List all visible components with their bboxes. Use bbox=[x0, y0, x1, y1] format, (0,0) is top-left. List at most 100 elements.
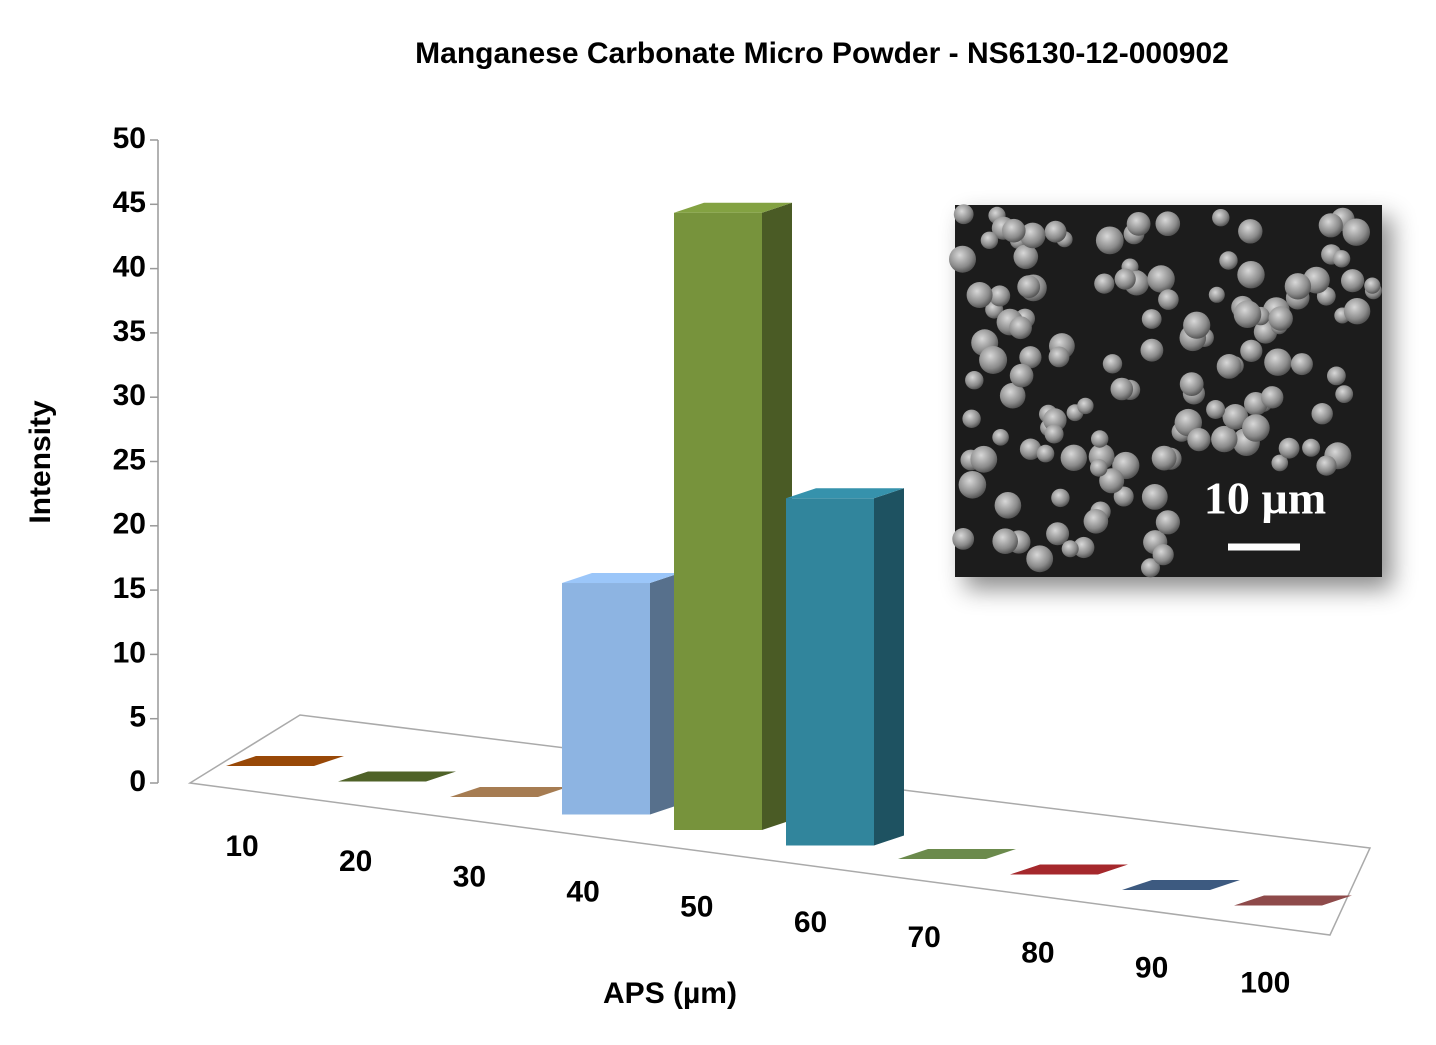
particle bbox=[1141, 309, 1162, 329]
particle bbox=[989, 285, 1011, 307]
particle bbox=[949, 245, 976, 273]
particle bbox=[994, 492, 1022, 519]
particle bbox=[1044, 220, 1067, 243]
particle bbox=[979, 346, 1008, 374]
particle bbox=[1206, 400, 1226, 419]
bar-flat bbox=[226, 756, 344, 766]
x-tick-label: 60 bbox=[794, 906, 827, 939]
particle bbox=[1290, 353, 1313, 376]
particle bbox=[1335, 385, 1354, 403]
particle bbox=[1036, 444, 1055, 463]
particle bbox=[1147, 265, 1175, 293]
x-tick-label: 10 bbox=[225, 830, 258, 863]
particle bbox=[1019, 438, 1042, 460]
x-tick-label: 80 bbox=[1021, 936, 1054, 969]
particle bbox=[1183, 311, 1211, 339]
bar-flat bbox=[450, 787, 568, 797]
x-tick-label: 30 bbox=[453, 860, 486, 893]
particle bbox=[1019, 222, 1046, 249]
particle bbox=[1095, 226, 1124, 255]
particle bbox=[1219, 251, 1238, 270]
bar-front bbox=[674, 212, 762, 831]
particle bbox=[1152, 544, 1174, 566]
bar-side bbox=[874, 488, 904, 846]
particle bbox=[1278, 437, 1300, 459]
bar-flat bbox=[1010, 864, 1128, 875]
particle bbox=[1048, 346, 1070, 368]
particle bbox=[1343, 298, 1371, 325]
particle bbox=[1017, 275, 1041, 299]
particle bbox=[1208, 286, 1225, 303]
particle bbox=[1026, 545, 1054, 573]
particle bbox=[1083, 509, 1109, 534]
particle bbox=[1318, 213, 1343, 238]
particle bbox=[1094, 273, 1115, 294]
y-tick-label: 10 bbox=[113, 636, 146, 669]
particle bbox=[1013, 244, 1039, 270]
y-axis-label: Intensity bbox=[24, 400, 57, 524]
particle bbox=[992, 528, 1018, 554]
particle bbox=[1155, 211, 1181, 236]
particle bbox=[1091, 430, 1109, 448]
particle bbox=[1222, 404, 1249, 430]
particle bbox=[958, 471, 987, 499]
particle bbox=[1019, 346, 1042, 369]
inset-image: 10 µm bbox=[949, 204, 1382, 578]
particle bbox=[1046, 522, 1070, 546]
x-tick-label: 50 bbox=[680, 891, 713, 924]
y-tick-label: 30 bbox=[113, 379, 146, 412]
scale-label: 10 µm bbox=[1204, 473, 1326, 524]
particle bbox=[999, 382, 1026, 409]
particle bbox=[1238, 219, 1263, 244]
particle bbox=[1090, 459, 1108, 477]
particle bbox=[1233, 300, 1262, 329]
particle bbox=[1060, 444, 1088, 471]
particle bbox=[965, 371, 984, 390]
y-tick-label: 35 bbox=[113, 315, 146, 348]
particle bbox=[1102, 354, 1123, 374]
floor bbox=[187, 714, 1372, 936]
particle bbox=[1073, 536, 1095, 559]
particle bbox=[1284, 273, 1312, 300]
y-tick-label: 15 bbox=[113, 572, 146, 605]
particle bbox=[1141, 558, 1160, 578]
particle bbox=[1242, 414, 1270, 442]
particle bbox=[966, 282, 993, 308]
particle bbox=[1216, 354, 1242, 379]
particle bbox=[953, 204, 974, 225]
bar-side bbox=[762, 202, 792, 831]
particle bbox=[1051, 488, 1070, 508]
particle bbox=[980, 231, 999, 249]
particle bbox=[1316, 455, 1337, 476]
y-tick-label: 40 bbox=[113, 251, 146, 284]
particle bbox=[1212, 209, 1230, 227]
particle bbox=[962, 409, 981, 428]
y-tick-label: 25 bbox=[113, 443, 146, 476]
bar-front bbox=[786, 498, 874, 846]
particle bbox=[1158, 289, 1179, 310]
particle bbox=[1113, 486, 1134, 507]
x-tick-label: 20 bbox=[339, 845, 372, 878]
particle bbox=[1240, 339, 1263, 362]
particle bbox=[1311, 403, 1333, 425]
particle bbox=[1002, 218, 1026, 243]
particle bbox=[1126, 212, 1151, 236]
particle bbox=[1364, 277, 1381, 294]
particle bbox=[1179, 372, 1204, 396]
particle bbox=[1151, 445, 1177, 471]
particle bbox=[1268, 306, 1293, 331]
particles bbox=[949, 204, 1382, 578]
bar-flat bbox=[1122, 880, 1240, 890]
particle bbox=[1155, 510, 1180, 535]
x-tick-label: 40 bbox=[566, 876, 599, 909]
particle bbox=[952, 528, 975, 550]
bar-top bbox=[674, 202, 792, 213]
particle bbox=[1237, 261, 1265, 289]
particle bbox=[1141, 484, 1168, 510]
x-tick-label: 100 bbox=[1240, 967, 1290, 1000]
bar-flat bbox=[338, 771, 456, 782]
particle bbox=[1044, 424, 1064, 444]
particle bbox=[970, 445, 998, 473]
particle bbox=[1110, 377, 1134, 401]
